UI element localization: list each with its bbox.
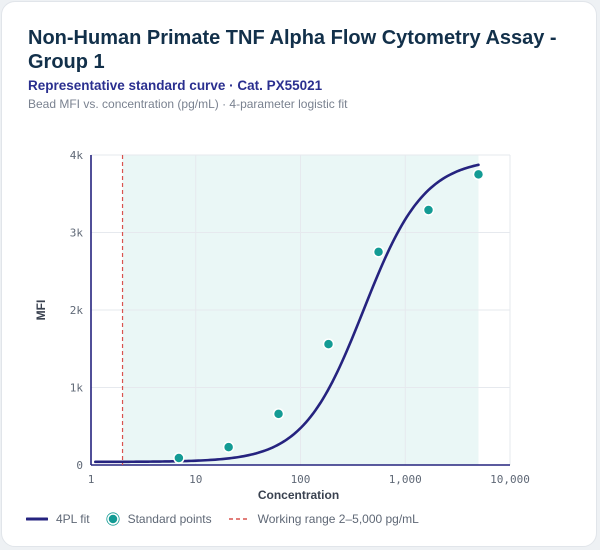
- chart-caption: Bead MFI vs. concentration (pg/mL) · 4-p…: [28, 97, 348, 111]
- y-tick-label: 1k: [70, 382, 84, 395]
- standard-point: [173, 452, 185, 464]
- chart-legend: 4PL fit Standard points Working range 2–…: [26, 512, 435, 526]
- fit-curve: [94, 163, 480, 464]
- chart-title: Non-Human Primate TNF Alpha Flow Cytomet…: [28, 27, 557, 73]
- x-tick-label: 10: [189, 473, 202, 486]
- x-tick-label: 1: [88, 473, 95, 486]
- y-axis-title: MFI: [34, 300, 48, 321]
- y-tick-label: 0: [76, 459, 83, 472]
- standard-point: [422, 204, 435, 216]
- x-axis-title: Concentration: [258, 488, 339, 502]
- chart-subtitle: Representative standard curve · Cat. PX5…: [28, 78, 323, 93]
- x-tick-label: 1,000: [389, 473, 422, 486]
- standard-point: [472, 168, 485, 181]
- y-tick-label: 2k: [70, 304, 84, 317]
- standard-curve-chart: 0 1k 2k 3k 4k 1 10 100 1,000 10,000 Concentration M…: [34, 149, 530, 502]
- legend-item-fit: 4PL fit: [26, 512, 90, 526]
- legend-points-label: Standard points: [127, 512, 212, 526]
- standard-point: [272, 408, 285, 420]
- standard-point: [222, 441, 235, 453]
- y-tick-label: 3k: [70, 227, 84, 240]
- legend-item-range: Working range 2–5,000 pg/mL: [228, 512, 419, 526]
- legend-range-label: Working range 2–5,000 pg/mL: [257, 512, 419, 526]
- fit-line-swatch: [26, 517, 48, 521]
- range-line-swatch: [228, 518, 249, 520]
- y-tick-label: 4k: [70, 149, 84, 162]
- standard-point: [372, 246, 385, 258]
- legend-item-points: Standard points: [105, 512, 212, 526]
- standard-point: [322, 338, 335, 350]
- x-tick-label: 100: [291, 473, 311, 486]
- x-tick-label: 10,000: [490, 473, 530, 486]
- legend-fit-label: 4PL fit: [56, 512, 90, 526]
- point-marker-swatch: [105, 512, 120, 526]
